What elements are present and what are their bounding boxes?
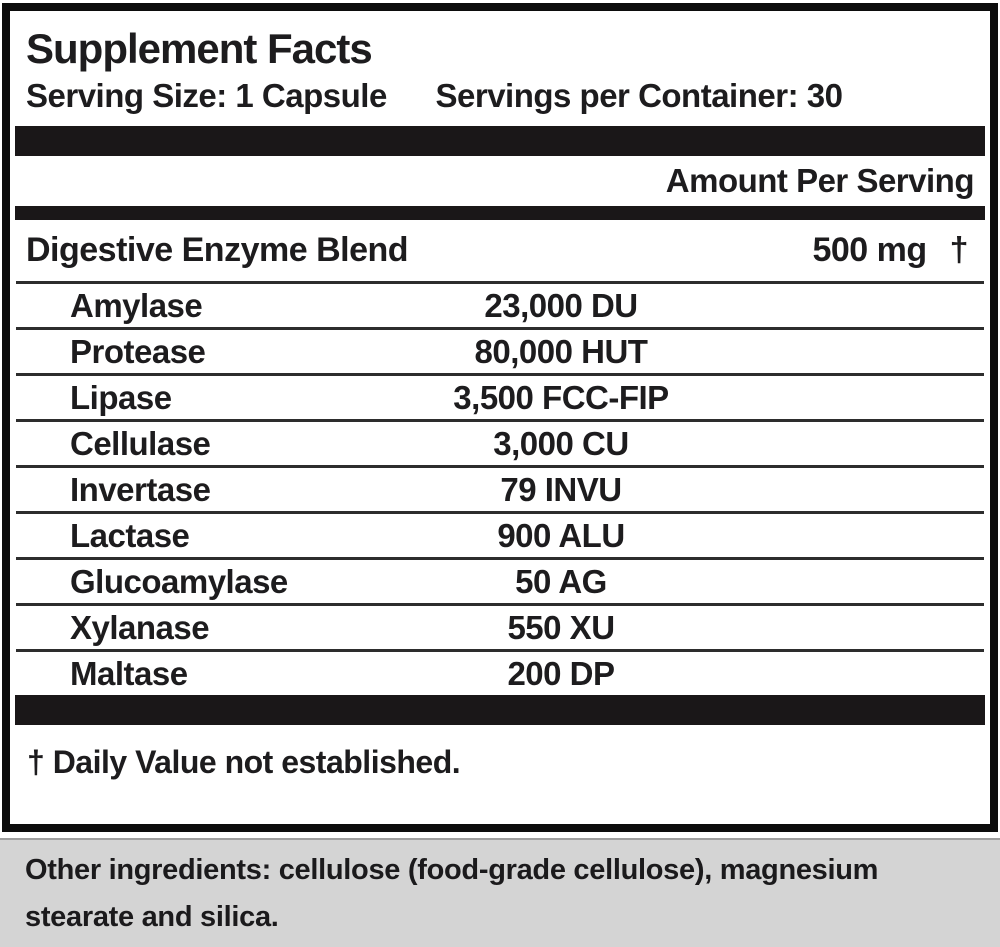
panel-title: Supplement Facts [26, 25, 373, 72]
ingredient-name: Xylanase [70, 608, 210, 646]
supplement-facts-panel: Supplement Facts Serving Size: 1 Capsule… [2, 3, 998, 832]
amount-per-serving-header: Amount Per Serving [665, 162, 975, 199]
ingredient-amount: 900 ALU [497, 516, 625, 554]
table-row: Lactase 900 ALU [16, 511, 984, 557]
ingredient-name: Cellulase [70, 424, 211, 462]
ingredient-amount: 3,000 CU [493, 424, 629, 462]
thick-divider-bottom [15, 695, 985, 725]
ingredient-amount: 80,000 HUT [474, 332, 648, 370]
table-row: Cellulase 3,000 CU [16, 419, 984, 465]
ingredient-name: Glucoamylase [70, 562, 288, 600]
ingredient-amount: 3,500 FCC-FIP [453, 378, 669, 416]
serving-size: Serving Size: 1 Capsule [26, 77, 387, 114]
ingredient-name: Lipase [70, 378, 172, 416]
ingredient-amount: 23,000 DU [484, 286, 638, 324]
daily-value-footnote: † Daily Value not established. [27, 744, 461, 780]
ingredient-name: Protease [70, 332, 206, 370]
blend-row: Digestive Enzyme Blend 500 mg † [10, 220, 990, 281]
ingredient-table: Amylase 23,000 DU Protease 80,000 HUT Li… [16, 281, 984, 695]
table-row: Lipase 3,500 FCC-FIP [16, 373, 984, 419]
servings-per-container: Servings per Container: 30 [435, 77, 843, 114]
serving-info-line: Serving Size: 1 Capsule Servings per Con… [10, 75, 990, 117]
other-ingredients-section: Other ingredients: cellulose (food-grade… [0, 838, 1000, 947]
table-row: Protease 80,000 HUT [16, 327, 984, 373]
ingredient-name: Lactase [70, 516, 190, 554]
thick-divider-header [15, 206, 985, 220]
blend-amount-value: 500 mg [812, 231, 927, 269]
table-row: Amylase 23,000 DU [16, 281, 984, 327]
ingredient-amount: 50 AG [515, 562, 607, 600]
thick-divider-top [15, 126, 985, 156]
ingredient-amount: 79 INVU [500, 470, 622, 508]
blend-name: Digestive Enzyme Blend [26, 231, 409, 269]
ingredient-amount: 200 DP [507, 654, 615, 692]
ingredient-name: Invertase [70, 470, 211, 508]
table-row: Maltase 200 DP [16, 649, 984, 695]
blend-amount: 500 mg † [812, 231, 968, 270]
table-row: Glucoamylase 50 AG [16, 557, 984, 603]
ingredient-amount: 550 XU [507, 608, 615, 646]
table-row: Invertase 79 INVU [16, 465, 984, 511]
other-ingredients-text: Other ingredients: cellulose (food-grade… [25, 854, 879, 933]
ingredient-name: Amylase [70, 286, 203, 324]
table-row: Xylanase 550 XU [16, 603, 984, 649]
daily-value-dagger: † [949, 231, 969, 269]
ingredient-name: Maltase [70, 654, 188, 692]
